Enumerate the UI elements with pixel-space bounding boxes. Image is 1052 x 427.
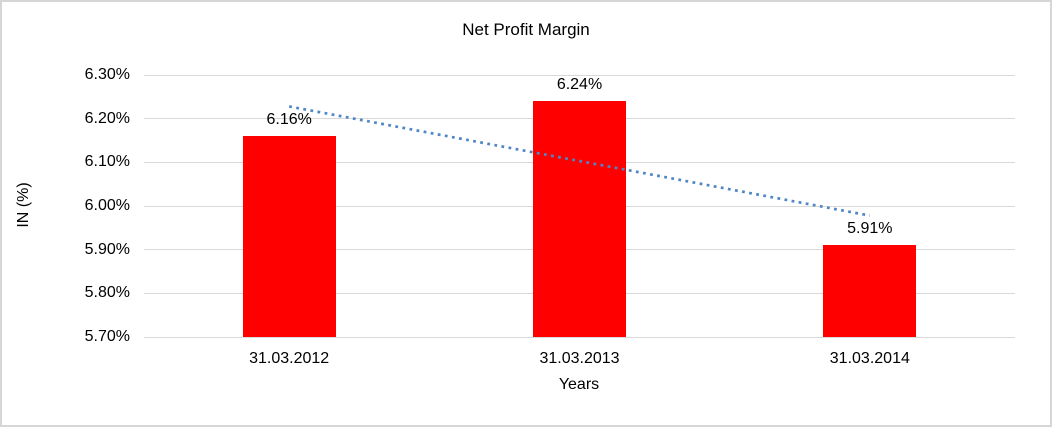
y-tick-label: 6.20%: [84, 109, 130, 127]
bar-data-label: 5.91%: [847, 220, 893, 238]
trendline: [288, 105, 871, 217]
bar: [533, 101, 626, 337]
gridline: [144, 336, 1015, 338]
x-category-label: 31.03.2012: [249, 350, 330, 367]
bar: [242, 136, 336, 337]
bar: [823, 245, 917, 337]
gridline: [144, 74, 1015, 76]
y-tick-label: 5.80%: [84, 284, 130, 302]
x-category-label: 31.03.2013: [539, 350, 620, 367]
bar-data-label: 6.16%: [266, 111, 312, 129]
y-tick-label: 5.90%: [84, 240, 130, 258]
y-tick-label: 5.70%: [84, 328, 130, 345]
y-tick-label: 6.00%: [84, 197, 130, 214]
x-axis-title: Years: [558, 376, 600, 393]
x-category-label: 31.03.2014: [829, 350, 910, 367]
chart-title: Net Profit Margin: [462, 20, 590, 39]
y-tick-label: 6.30%: [84, 66, 130, 83]
bar-data-label: 6.24%: [556, 76, 603, 94]
y-tick-label: 6.10%: [84, 153, 130, 171]
